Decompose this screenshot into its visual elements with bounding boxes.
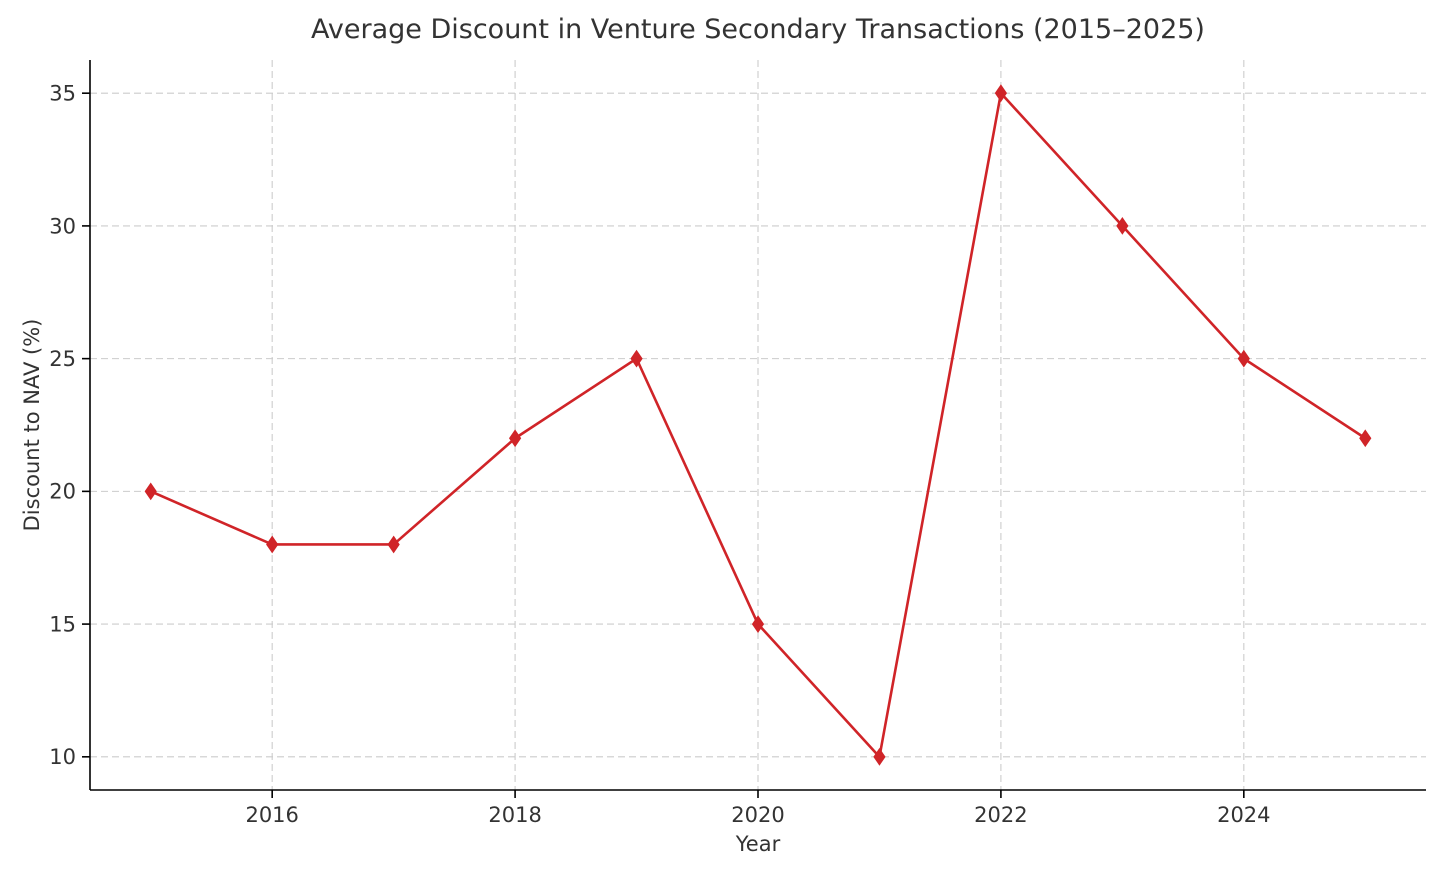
y-tick-label: 20 <box>49 480 76 504</box>
data-point-marker <box>994 84 1008 103</box>
data-point-marker <box>873 747 886 766</box>
data-point-marker <box>751 615 765 633</box>
y-tick-label: 30 <box>49 214 76 238</box>
data-point-marker <box>508 429 522 448</box>
y-tick-label: 10 <box>49 745 76 769</box>
data-point-marker <box>144 482 157 501</box>
x-tick-label: 2016 <box>245 803 298 827</box>
y-tick-label: 15 <box>49 612 76 636</box>
x-tick-label: 2024 <box>1217 803 1270 827</box>
x-tick-label: 2020 <box>731 803 784 827</box>
data-point-marker <box>1116 217 1129 235</box>
y-tick-label: 25 <box>49 347 76 371</box>
x-tick-label: 2022 <box>974 803 1027 827</box>
data-point-marker <box>630 349 643 368</box>
y-tick-label: 35 <box>49 82 76 106</box>
data-point-marker <box>1237 349 1250 368</box>
x-tick-label: 2018 <box>488 803 541 827</box>
data-point-marker <box>1359 429 1372 448</box>
chart-title: Average Discount in Venture Secondary Tr… <box>311 14 1205 45</box>
data-point-marker <box>387 535 400 554</box>
data-point-marker <box>266 535 279 554</box>
x-axis-label: Year <box>735 832 781 856</box>
